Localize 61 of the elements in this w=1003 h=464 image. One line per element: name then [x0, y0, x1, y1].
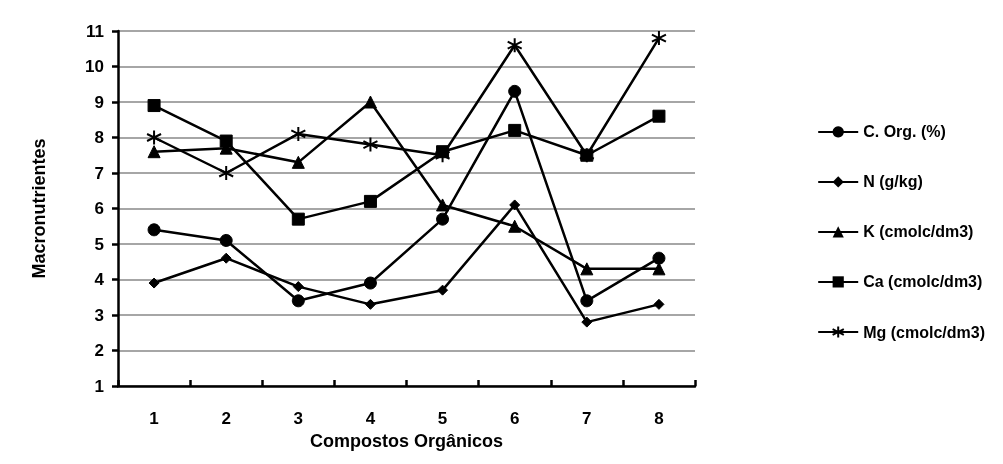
- y-tick-label: 7: [94, 163, 104, 183]
- x-axis-title: Compostos Orgânicos: [309, 430, 504, 451]
- point: [364, 298, 376, 310]
- point: [508, 84, 522, 98]
- legend-label: K (cmolc/dm3): [863, 223, 974, 241]
- x-tick-label: 6: [509, 409, 520, 428]
- point: [436, 212, 450, 226]
- legend-label: N (g/kg): [863, 173, 923, 191]
- x-tick-label: 5: [437, 409, 448, 428]
- point: [220, 252, 232, 264]
- legend-label: Ca (cmolc/dm3): [863, 273, 983, 291]
- point: [147, 223, 161, 237]
- point: [148, 277, 160, 289]
- point: [506, 37, 523, 54]
- y-tick-label: 1: [94, 376, 104, 396]
- x-tick-label: 2: [221, 409, 231, 428]
- point: [580, 294, 594, 308]
- point: [291, 155, 305, 169]
- point: [652, 109, 666, 123]
- y-tick-label: 3: [94, 305, 104, 325]
- point: [363, 95, 377, 109]
- y-tick-label: 4: [94, 270, 105, 289]
- y-tick-label: 5: [94, 234, 104, 254]
- point: [436, 198, 450, 212]
- y-tick-label: 11: [86, 21, 104, 41]
- point: [653, 298, 665, 310]
- point: [509, 199, 521, 211]
- point: [652, 262, 666, 276]
- y-axis-title: Macronutrientes: [29, 138, 49, 279]
- y-tick-label: 9: [94, 92, 104, 112]
- point: [146, 129, 163, 146]
- point: [219, 134, 233, 148]
- point: [580, 262, 594, 276]
- x-tick-label: 1: [149, 409, 159, 428]
- point: [291, 212, 305, 226]
- y-tick-label: 8: [94, 128, 104, 147]
- y-tick-label: 6: [94, 199, 104, 218]
- point: [292, 281, 304, 293]
- x-tick-label: 3: [293, 409, 304, 428]
- point: [652, 251, 666, 265]
- point: [508, 123, 522, 137]
- x-tick-label: 4: [365, 409, 376, 428]
- point: [363, 276, 377, 290]
- point: [291, 294, 305, 308]
- point: [581, 316, 593, 328]
- point: [147, 99, 161, 113]
- point: [650, 30, 667, 47]
- y-tick-label: 2: [94, 341, 104, 360]
- x-tick-label: 8: [654, 409, 664, 428]
- point: [290, 125, 307, 142]
- point: [219, 233, 233, 247]
- point: [437, 284, 449, 296]
- y-tick-label: 10: [85, 57, 104, 76]
- point: [363, 194, 377, 208]
- x-tick-label: 7: [582, 409, 592, 428]
- point: [508, 219, 522, 233]
- point: [218, 165, 235, 181]
- point: [147, 145, 161, 159]
- legend-label: Mg (cmolc/dm3): [863, 323, 986, 341]
- legend-label: C. Org. (%): [863, 123, 946, 141]
- point: [362, 136, 379, 153]
